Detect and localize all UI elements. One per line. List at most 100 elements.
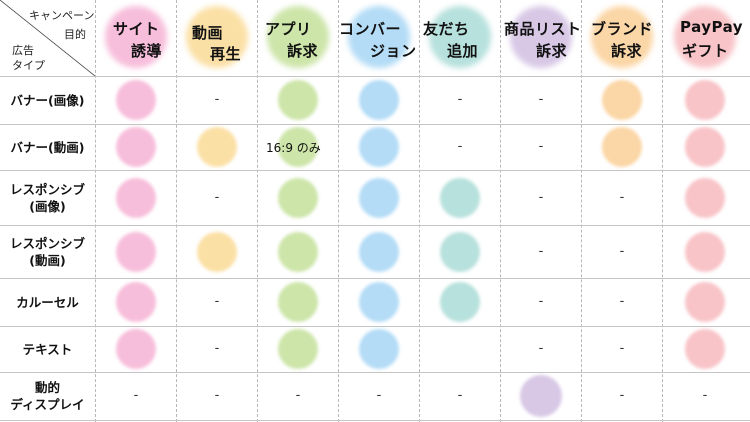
column-divider (500, 0, 501, 422)
unavailable-dash: - (214, 341, 220, 356)
unavailable-dash: - (538, 190, 544, 205)
availability-dot (602, 127, 642, 167)
unavailable-dash: - (619, 244, 625, 259)
unavailable-dash: - (214, 92, 220, 107)
row-label: テキスト (22, 342, 73, 357)
availability-dot (197, 232, 237, 272)
column-title-line1: 動画 (192, 24, 224, 42)
column-header-site: サイト 誘導 (95, 0, 176, 76)
column-color-circle (674, 6, 736, 68)
corner-purpose-label: 目的 (64, 28, 86, 41)
row-label: バナー(動画) (10, 140, 85, 155)
column-title-line2: ギフト (682, 42, 729, 60)
column-title-line2: 誘導 (131, 42, 163, 60)
row-divider (0, 124, 750, 125)
unavailable-dash: - (457, 388, 463, 403)
availability-dot (197, 127, 237, 167)
availability-dot (602, 80, 642, 120)
unavailable-dash: - (133, 388, 139, 403)
column-header-video: 動画再生 (176, 0, 257, 76)
corner-type-label: タイプ (12, 59, 45, 72)
availability-dot (359, 282, 399, 322)
diagonal-divider (0, 0, 95, 76)
unavailable-dash: - (538, 341, 544, 356)
corner-campaign-label: キャンペーン (29, 9, 95, 22)
unavailable-dash: - (619, 294, 625, 309)
unavailable-dash: - (702, 388, 708, 403)
row-label: 動的 ディスプレイ (10, 380, 85, 412)
column-divider (419, 0, 420, 422)
row-divider (0, 420, 750, 421)
unavailable-dash: - (214, 388, 220, 403)
column-color-circle (591, 6, 653, 68)
availability-dot (278, 329, 318, 369)
column-title-line2: ジョン (370, 42, 417, 60)
availability-dot (116, 232, 156, 272)
column-title-line1: 商品リスト (504, 20, 582, 38)
column-header-conversion: コンバー ジョン (338, 0, 419, 76)
unavailable-dash: - (538, 294, 544, 309)
column-title-line1: 友だち (423, 20, 470, 38)
row-divider (0, 76, 750, 77)
row-divider (0, 278, 750, 279)
row-divider (0, 225, 750, 226)
row-divider (0, 372, 750, 373)
availability-dot (685, 178, 725, 218)
column-color-circle (105, 6, 167, 68)
availability-dot (278, 178, 318, 218)
availability-dot (359, 232, 399, 272)
availability-dot (685, 329, 725, 369)
row-divider (0, 170, 750, 171)
column-header-product-list: 商品リスト訴求 (500, 0, 581, 76)
column-header-brand: ブランド訴求 (581, 0, 662, 76)
unavailable-dash: - (295, 388, 301, 403)
column-divider (338, 0, 339, 422)
availability-dot (278, 80, 318, 120)
availability-dot (440, 178, 480, 218)
column-title-line2: 追加 (447, 42, 479, 60)
column-color-circle (186, 6, 248, 68)
unavailable-dash: - (538, 244, 544, 259)
column-title-line2: 訴求 (611, 42, 643, 60)
availability-dot (685, 282, 725, 322)
unavailable-dash: - (376, 388, 382, 403)
column-title-line2: 再生 (210, 45, 242, 63)
availability-dot (520, 375, 562, 417)
column-title-line2: 訴求 (287, 42, 319, 60)
row-label: レスポンシブ (動画) (9, 236, 85, 268)
unavailable-dash: - (457, 139, 463, 154)
availability-dot (116, 329, 156, 369)
unavailable-dash: - (538, 92, 544, 107)
row-label: カルーセル (16, 295, 79, 310)
column-divider (257, 0, 258, 422)
column-title-line2: 訴求 (536, 42, 568, 60)
corner-header: キャンペーン 目的 広告 タイプ (0, 0, 95, 76)
unavailable-dash: - (619, 190, 625, 205)
availability-dot (440, 232, 480, 272)
column-color-circle (267, 6, 329, 68)
column-title-line1: PayPay (680, 18, 744, 36)
unavailable-dash: - (214, 294, 220, 309)
column-color-circle (510, 6, 572, 68)
availability-dot (116, 80, 156, 120)
availability-dot (116, 127, 156, 167)
unavailable-dash: - (538, 139, 544, 154)
availability-dot (278, 282, 318, 322)
row-divider (0, 326, 750, 327)
corner-ad-label: 広告 (12, 44, 34, 57)
column-divider (581, 0, 582, 422)
availability-dot (685, 127, 725, 167)
column-divider (176, 0, 177, 422)
availability-dot (116, 282, 156, 322)
unavailable-dash: - (619, 341, 625, 356)
availability-dot (116, 178, 156, 218)
column-header-app: アプリ 訴求 (257, 0, 338, 76)
column-color-circle (429, 6, 491, 68)
unavailable-dash: - (457, 92, 463, 107)
unavailable-dash: - (619, 388, 625, 403)
availability-note: 16:9 のみ (266, 141, 321, 155)
column-title-line1: ブランド (591, 20, 654, 38)
availability-dot (278, 127, 318, 167)
column-divider (662, 0, 663, 422)
availability-dot (278, 232, 318, 272)
